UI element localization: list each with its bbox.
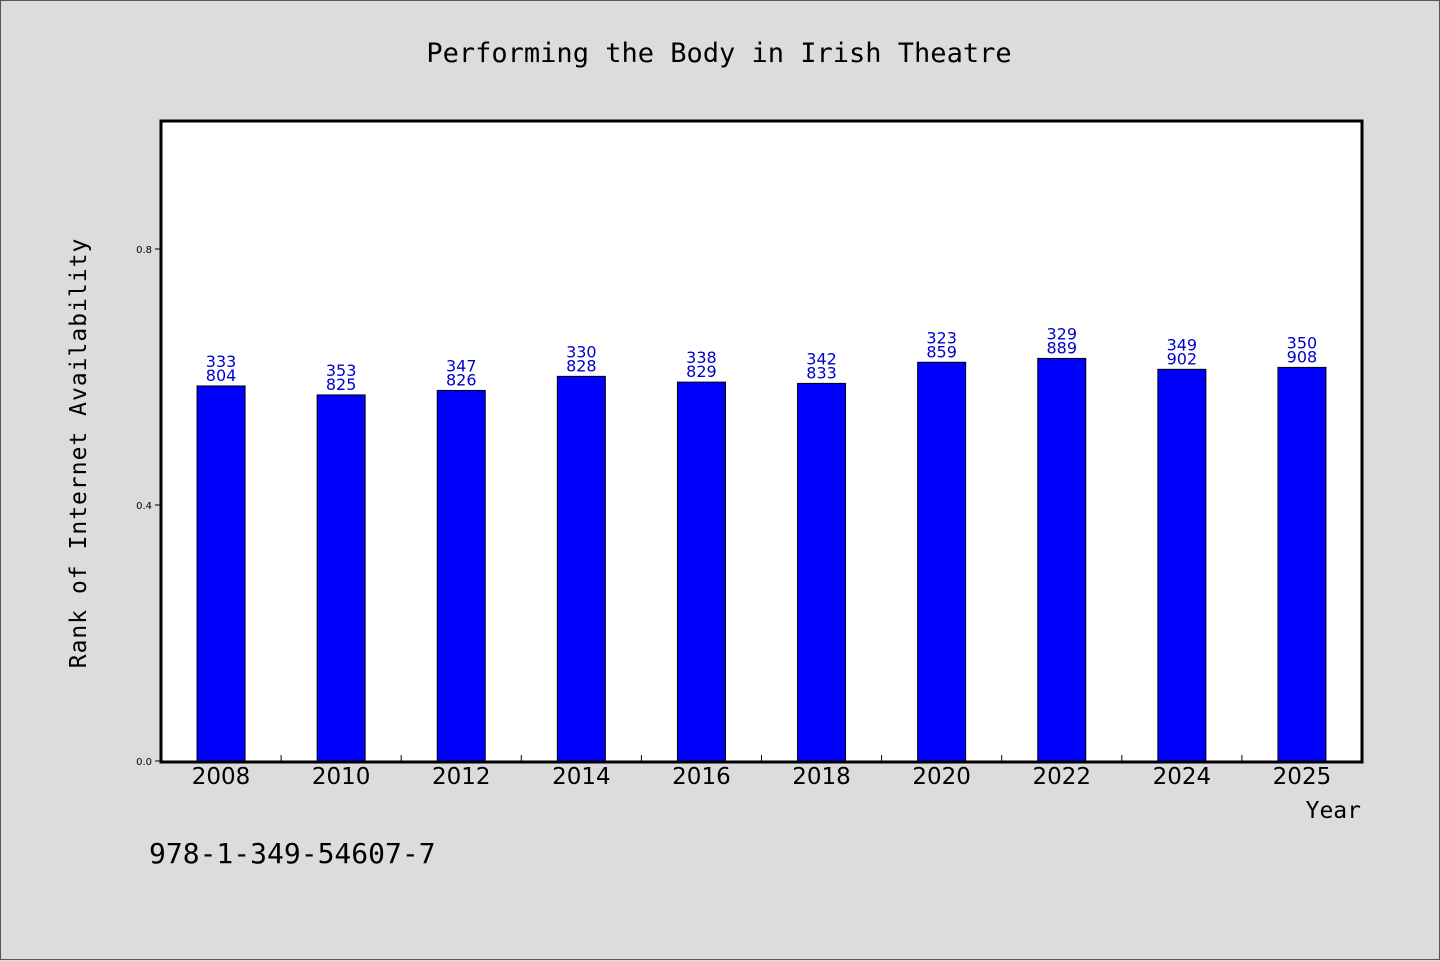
x-tick-label-2024: 2024 [1153,764,1212,790]
data-label-bottom-2010: 825 [326,375,357,394]
bar-2014 [556,375,606,762]
y-tick-label-0.4: 0.4 [136,501,152,512]
y-tick-label-0.0: 0.0 [136,757,152,768]
bar-2010 [316,394,366,762]
x-tick-label-2010: 2010 [312,764,371,790]
chart-title: Performing the Body in Irish Theatre [426,38,1011,69]
data-label-top-2016: 338 [686,348,717,367]
data-label-top-2024: 349 [1167,335,1198,354]
x-tick-label-2020: 2020 [912,764,971,790]
x-axis-ticks: 2008 2010 2012 2014 2016 2018 2020 2022 2024 2025 [192,755,1331,790]
x-axis-label: Year [1306,798,1361,824]
data-label-top-2012: 347 [446,356,477,375]
bar-2008 [196,385,246,762]
bars-group [196,357,1327,762]
y-axis-ticks: 0.0 0.4 0.8 [136,245,161,768]
x-tick-label-2018: 2018 [792,764,851,790]
data-label-top-2008: 333 [206,352,237,371]
bar-2024 [1157,368,1207,762]
bar-2020 [917,361,967,762]
x-tick-label-2016: 2016 [672,764,731,790]
data-label-bottom-2016: 829 [686,362,717,381]
data-label-bottom-2024: 902 [1167,349,1198,368]
bar-2012 [436,389,486,762]
x-tick-label-2022: 2022 [1032,764,1091,790]
data-label-top-2022: 329 [1046,324,1077,343]
data-label-bottom-2022: 889 [1046,338,1077,357]
data-label-bottom-2025: 908 [1287,347,1318,366]
x-tick-label-2014: 2014 [552,764,611,790]
bar-2022 [1037,357,1087,762]
data-label-bottom-2014: 828 [566,356,597,375]
bar-2025 [1277,366,1327,762]
data-label-top-2020: 323 [926,328,957,347]
isbn-text: 978-1-349-54607-7 [149,837,436,870]
y-axis-label: Rank of Internet Availability [66,238,92,669]
data-label-bottom-2008: 804 [206,366,237,385]
data-label-top-2010: 353 [326,361,357,380]
data-label-top-2014: 330 [566,342,597,361]
bar-2018 [797,382,847,762]
data-label-bottom-2020: 859 [926,342,957,361]
bar-2016 [676,381,726,762]
x-tick-label-2025: 2025 [1273,764,1332,790]
y-tick-label-0.8: 0.8 [136,245,152,256]
data-label-top-2025: 350 [1287,333,1318,352]
x-tick-label-2008: 2008 [192,764,251,790]
data-label-bottom-2018: 833 [806,363,837,382]
x-tick-label-2012: 2012 [432,764,491,790]
data-label-top-2018: 342 [806,349,837,368]
data-label-bottom-2012: 826 [446,370,477,389]
